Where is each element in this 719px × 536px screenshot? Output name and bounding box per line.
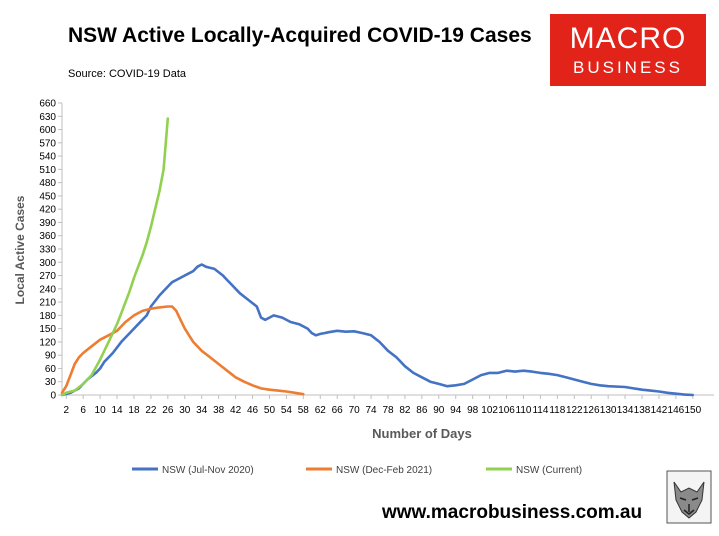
x-tick-label: 26 xyxy=(162,405,174,416)
x-tick-label: 138 xyxy=(634,405,651,416)
chart-legend: NSW (Jul-Nov 2020) NSW (Dec-Feb 2021) NSW … xyxy=(132,465,582,476)
x-tick-label: 42 xyxy=(230,405,242,416)
x-tick-label: 102 xyxy=(481,405,498,416)
x-axis-ticks: 2 6 10 14 18 22 26 30 34 38 42 46 50 54 58 62 66 70 74 78 82… xyxy=(63,395,702,416)
x-tick-label: 74 xyxy=(366,405,378,416)
x-tick-label: 10 xyxy=(95,405,107,416)
series-line-1 xyxy=(60,263,695,397)
y-tick-label: 390 xyxy=(39,218,56,229)
y-tick-label: 600 xyxy=(39,125,56,136)
logo-line-2: BUSINESS xyxy=(573,58,683,77)
x-tick-label: 18 xyxy=(128,405,140,416)
x-tick-label: 82 xyxy=(399,405,411,416)
y-tick-label: 540 xyxy=(39,152,56,163)
chart-series xyxy=(60,117,695,397)
y-tick-label: 150 xyxy=(39,324,56,335)
x-tick-label: 54 xyxy=(281,405,293,416)
footer-url: www.macrobusiness.com.au xyxy=(382,502,643,523)
x-tick-label: 58 xyxy=(298,405,310,416)
x-tick-label: 62 xyxy=(315,405,327,416)
y-tick-label: 240 xyxy=(39,284,56,295)
x-tick-label: 106 xyxy=(498,405,515,416)
chart-title: NSW Active Locally-Acquired COVID-19 Cas… xyxy=(68,24,532,47)
series-line-2 xyxy=(60,305,305,396)
y-tick-label: 420 xyxy=(39,205,56,216)
x-tick-label: 2 xyxy=(63,405,69,416)
x-tick-label: 86 xyxy=(416,405,428,416)
y-tick-label: 660 xyxy=(39,99,56,110)
x-tick-label: 90 xyxy=(433,405,445,416)
wolf-logo-icon xyxy=(666,470,712,524)
y-tick-label: 570 xyxy=(39,138,56,149)
x-tick-label: 70 xyxy=(349,405,361,416)
y-tick-label: 0 xyxy=(50,391,56,402)
x-tick-label: 6 xyxy=(80,405,86,416)
y-tick-label: 60 xyxy=(45,364,57,375)
y-axis-ticks: 0 30 60 90 120 150 180 210 240 270 300 330 360 390 420… xyxy=(39,99,62,402)
x-tick-label: 30 xyxy=(179,405,191,416)
x-tick-label: 78 xyxy=(382,405,394,416)
y-tick-label: 180 xyxy=(39,311,56,322)
x-tick-label: 14 xyxy=(111,405,123,416)
y-tick-label: 360 xyxy=(39,231,56,242)
y-tick-label: 630 xyxy=(39,112,56,123)
y-tick-label: 30 xyxy=(45,377,57,388)
x-tick-label: 134 xyxy=(617,405,634,416)
y-tick-label: 450 xyxy=(39,191,56,202)
legend-label-2: NSW (Dec-Feb 2021) xyxy=(336,465,432,476)
y-axis-label: Local Active Cases xyxy=(13,195,27,304)
x-axis-label: Number of Days xyxy=(372,426,472,441)
y-tick-label: 90 xyxy=(45,351,57,362)
macrobusiness-logo: MACRO BUSINESS xyxy=(550,14,706,86)
legend-label-3: NSW (Current) xyxy=(516,465,582,476)
x-tick-label: 38 xyxy=(213,405,225,416)
x-tick-label: 150 xyxy=(684,405,701,416)
x-tick-label: 146 xyxy=(668,405,685,416)
y-tick-label: 120 xyxy=(39,337,56,348)
y-tick-label: 270 xyxy=(39,271,56,282)
y-tick-label: 510 xyxy=(39,165,56,176)
x-tick-label: 114 xyxy=(532,405,548,416)
x-tick-label: 50 xyxy=(264,405,276,416)
x-tick-label: 118 xyxy=(549,405,565,416)
x-tick-label: 130 xyxy=(600,405,617,416)
x-tick-label: 66 xyxy=(332,405,344,416)
x-tick-label: 142 xyxy=(651,405,668,416)
x-tick-label: 94 xyxy=(450,405,462,416)
chart-source: Source: COVID-19 Data xyxy=(68,68,186,80)
series-line-3 xyxy=(60,117,170,397)
x-tick-label: 110 xyxy=(516,405,532,416)
x-tick-label: 34 xyxy=(196,405,208,416)
x-tick-label: 98 xyxy=(467,405,479,416)
y-tick-label: 210 xyxy=(39,298,56,309)
x-tick-label: 46 xyxy=(247,405,259,416)
x-tick-label: 22 xyxy=(145,405,157,416)
y-tick-label: 330 xyxy=(39,245,56,256)
y-tick-label: 300 xyxy=(39,258,56,269)
y-tick-label: 480 xyxy=(39,178,56,189)
x-tick-label: 126 xyxy=(583,405,600,416)
x-tick-label: 122 xyxy=(566,405,583,416)
logo-line-1: MACRO xyxy=(569,22,687,55)
legend-label-1: NSW (Jul-Nov 2020) xyxy=(162,465,254,476)
